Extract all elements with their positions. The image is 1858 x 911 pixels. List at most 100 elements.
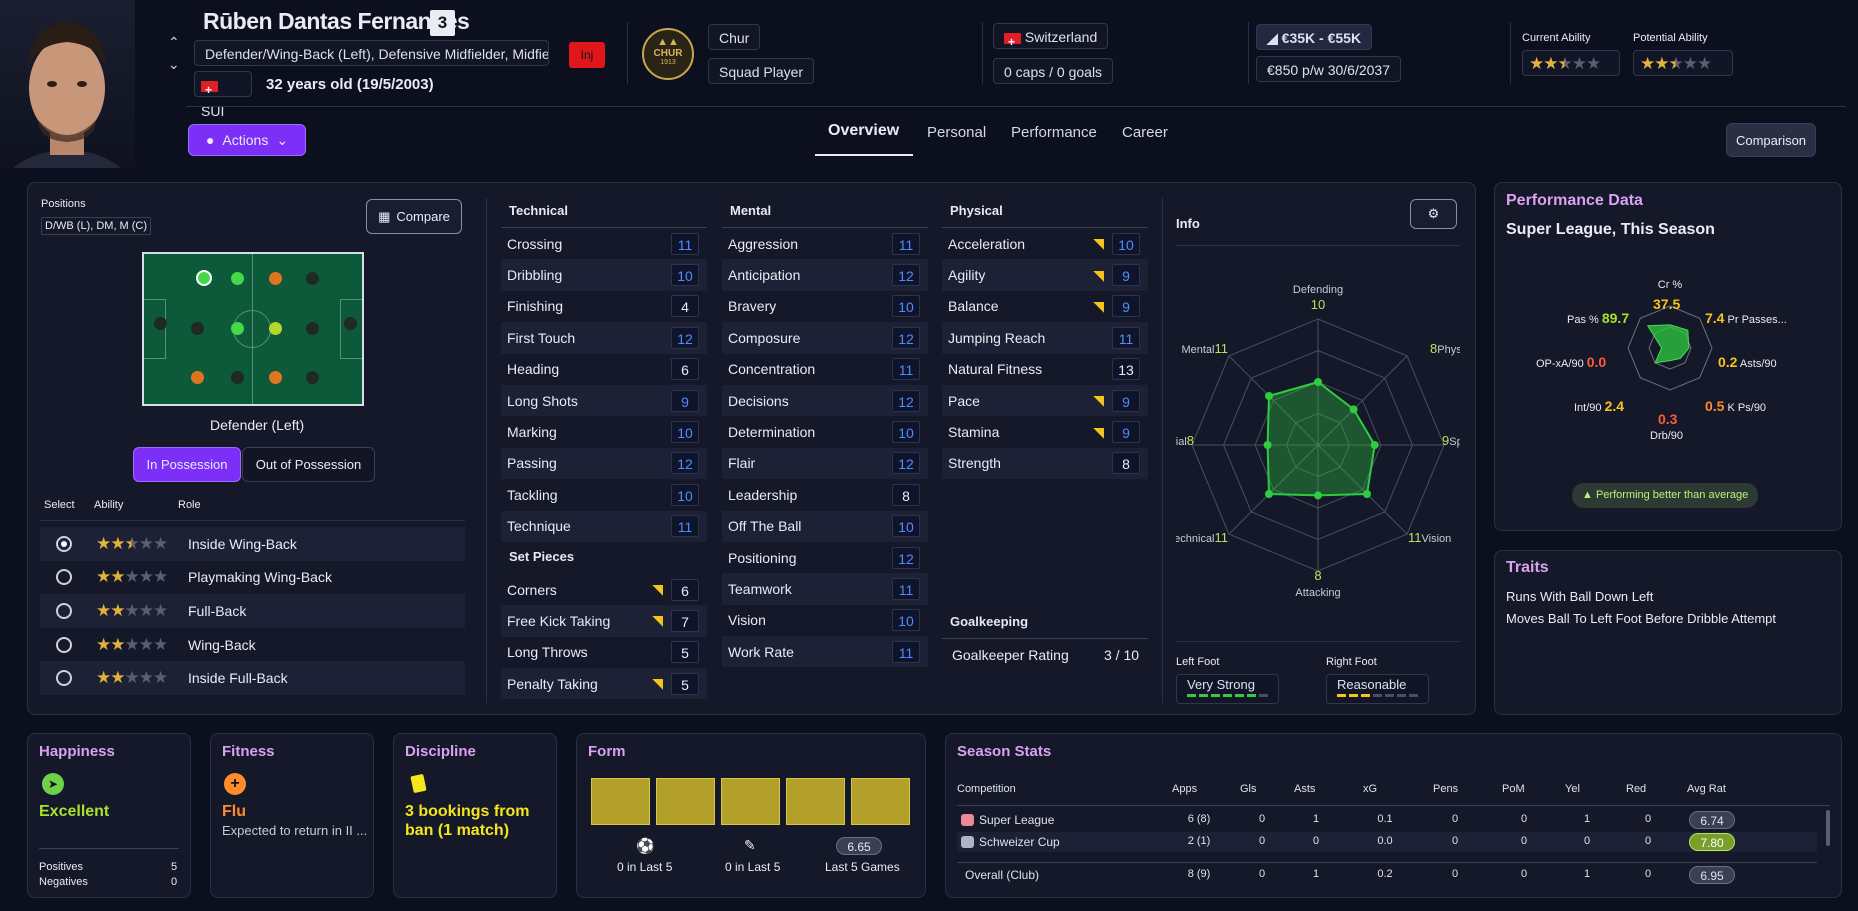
role-row[interactable]: ★★★★★ Inside Wing-Back: [40, 527, 465, 561]
in-possession-button[interactable]: In Possession: [133, 447, 241, 482]
comparison-button[interactable]: Comparison: [1726, 123, 1816, 157]
attribute-row[interactable]: Work Rate 11: [722, 636, 928, 668]
role-radio[interactable]: [56, 569, 72, 586]
attribute-row[interactable]: Technique 11: [501, 510, 707, 542]
injury-badge[interactable]: Inj: [569, 42, 605, 68]
club-logo[interactable]: ▲▲ CHUR 1913: [642, 28, 694, 80]
actions-button[interactable]: ● Actions ⌄: [188, 124, 306, 156]
role-row[interactable]: ★★★★★ Full-Back: [40, 594, 465, 628]
player-name: Rūben Dantas Fernandes: [203, 8, 470, 34]
form-box[interactable]: [786, 778, 845, 825]
attribute-row[interactable]: Agility ◥ 9: [942, 259, 1148, 291]
table-row[interactable]: Overall (Club) 8 (9) 0 1 0.2 0 0 1 0 6.95: [957, 862, 1817, 886]
attribute-row[interactable]: Long Throws 5: [501, 637, 707, 668]
attribute-row[interactable]: Natural Fitness 13: [942, 354, 1148, 385]
nationality-code: SUI: [201, 103, 225, 119]
attribute-row[interactable]: Passing 12: [501, 447, 707, 480]
attribute-row[interactable]: Concentration 11: [722, 354, 928, 385]
attribute-row[interactable]: Dribbling 10: [501, 259, 707, 291]
attribute-row[interactable]: Jumping Reach 11: [942, 322, 1148, 354]
role-row[interactable]: ★★★★★ Inside Full-Back: [40, 661, 465, 695]
attribute-row[interactable]: Finishing 4: [501, 291, 707, 322]
attribute-row[interactable]: Crossing 11: [501, 228, 707, 259]
attribute-row[interactable]: Determination 10: [722, 416, 928, 447]
tab-personal[interactable]: Personal: [927, 124, 987, 141]
tab-performance[interactable]: Performance: [1011, 124, 1097, 141]
attribute-row[interactable]: Stamina ◥ 9: [942, 416, 1148, 447]
attribute-row[interactable]: Strength 8: [942, 447, 1148, 480]
country-chip[interactable]: Switzerland: [993, 23, 1109, 55]
column-header[interactable]: Apps: [1172, 783, 1198, 795]
form-box[interactable]: [656, 778, 715, 825]
attribute-row[interactable]: Off The Ball 10: [722, 510, 928, 542]
attribute-row[interactable]: Corners ◥ 6: [501, 574, 707, 605]
attribute-row[interactable]: Free Kick Taking ◥ 7: [501, 605, 707, 637]
column-header[interactable]: Yel: [1565, 783, 1580, 795]
radar-value: 8: [1314, 568, 1321, 583]
info-settings-button[interactable]: ⚙: [1410, 199, 1457, 229]
attribute-row[interactable]: Positioning 12: [722, 542, 928, 573]
fitness-card[interactable]: [210, 733, 374, 898]
role-radio[interactable]: [56, 670, 72, 687]
form-box[interactable]: [721, 778, 780, 825]
attribute-row[interactable]: Long Shots 9: [501, 384, 707, 417]
discipline-card[interactable]: [393, 733, 557, 898]
attribute-name: Balance: [948, 298, 999, 315]
form-box[interactable]: [851, 778, 910, 825]
attribute-row[interactable]: Acceleration ◥ 10: [942, 228, 1148, 259]
attribute-row[interactable]: Pace ◥ 9: [942, 384, 1148, 417]
attribute-row[interactable]: Marking 10: [501, 416, 707, 447]
radar-axis-label: Vision: [1422, 533, 1452, 545]
table-row[interactable]: Schweizer Cup 2 (1) 0 0 0.0 0 0 0 0 7.80: [957, 832, 1817, 852]
foot-level-segment: [1385, 694, 1394, 697]
column-header[interactable]: Pens: [1433, 783, 1459, 795]
attribute-row[interactable]: Bravery 10: [722, 291, 928, 322]
foot-level-segment: [1199, 694, 1208, 697]
column-header[interactable]: Asts: [1294, 783, 1316, 795]
attribute-row[interactable]: First Touch 12: [501, 322, 707, 354]
tab-overview[interactable]: Overview: [828, 122, 900, 139]
avg-rating: 6.74: [1689, 811, 1735, 829]
prev-player-button[interactable]: ⌃: [168, 34, 180, 50]
column-header[interactable]: Gls: [1240, 783, 1257, 795]
attribute-row[interactable]: Flair 12: [722, 447, 928, 480]
role-radio[interactable]: [56, 535, 72, 552]
tab-career[interactable]: Career: [1122, 124, 1168, 141]
attribute-row[interactable]: Anticipation 12: [722, 259, 928, 291]
table-row[interactable]: Super League 6 (8) 0 1 0.1 0 0 1 0 6.74: [957, 810, 1817, 830]
happiness-card[interactable]: [27, 733, 191, 898]
attribute-row[interactable]: Balance ◥ 9: [942, 291, 1148, 322]
attribute-row[interactable]: Tackling 10: [501, 479, 707, 510]
attribute-row[interactable]: Vision 10: [722, 605, 928, 636]
column-header[interactable]: PoM: [1502, 783, 1525, 795]
attribute-name: Tackling: [507, 486, 558, 503]
role-radio[interactable]: [56, 602, 72, 619]
table-scrollbar[interactable]: [1826, 810, 1830, 846]
role-list: ★★★★★ Inside Wing-Back ★★★★★ Playmaking Wi…: [40, 527, 465, 695]
column-header[interactable]: xG: [1363, 783, 1378, 795]
attribute-value: 10: [671, 421, 699, 444]
trend-up-icon: ◥: [652, 675, 663, 692]
form-box[interactable]: [591, 778, 650, 825]
attribute-row[interactable]: Leadership 8: [722, 479, 928, 510]
out-of-possession-button[interactable]: Out of Possession: [242, 447, 375, 482]
radar-axis-label: Attacking: [1295, 587, 1340, 599]
next-player-button[interactable]: ⌄: [168, 56, 180, 72]
role-row[interactable]: ★★★★★ Wing-Back: [40, 628, 465, 662]
column-header[interactable]: Avg Rat: [1687, 783, 1726, 795]
attribute-row[interactable]: Teamwork 11: [722, 573, 928, 605]
attribute-row[interactable]: Heading 6: [501, 354, 707, 385]
position-pitch[interactable]: [142, 252, 364, 406]
attribute-row[interactable]: Composure 12: [722, 322, 928, 354]
nationality-chip: SUI: [194, 71, 252, 119]
compare-button[interactable]: ▦ Compare: [366, 199, 462, 234]
attribute-row[interactable]: Decisions 12: [722, 384, 928, 417]
attribute-row[interactable]: Penalty Taking ◥ 5: [501, 668, 707, 700]
attribute-row[interactable]: Aggression 11: [722, 228, 928, 259]
column-header[interactable]: Competition: [957, 783, 1016, 795]
radar-label: Technical11: [1176, 530, 1228, 545]
column-header[interactable]: Red: [1626, 783, 1647, 795]
club-name[interactable]: Chur: [708, 24, 761, 50]
role-row[interactable]: ★★★★★ Playmaking Wing-Back: [40, 561, 465, 595]
role-radio[interactable]: [56, 636, 72, 653]
